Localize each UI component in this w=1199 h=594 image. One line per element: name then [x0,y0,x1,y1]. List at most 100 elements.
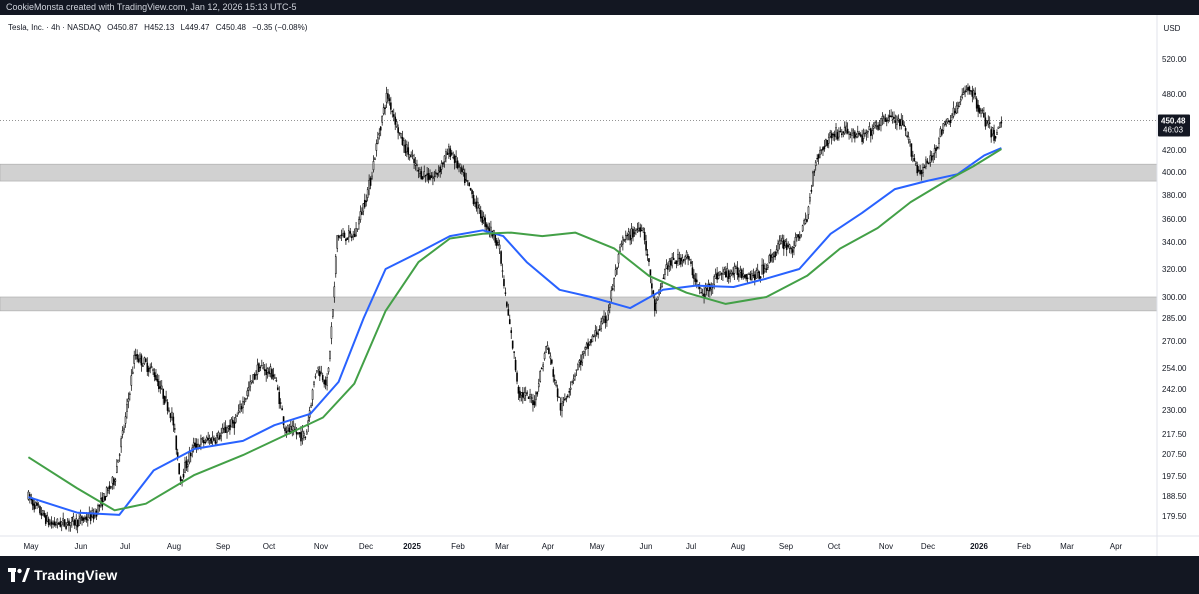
symbol-legend[interactable]: Tesla, Inc. · 4h · NASDAQ O450.87 H452.1… [8,23,308,32]
candle [846,122,849,135]
candle [134,348,137,360]
candle [184,456,186,474]
candle [640,224,643,232]
candle [250,380,253,385]
candle [478,204,481,214]
candle [791,245,794,258]
candle [65,521,67,531]
candle [875,120,878,130]
price-chart[interactable]: 520.00480.00450.00420.00400.00380.00360.… [0,15,1199,556]
candle [101,492,104,511]
candle [871,124,874,140]
candle [432,171,434,186]
candle [638,221,640,233]
tradingview-logo-icon [8,568,30,582]
candle [848,131,850,140]
candle [121,426,124,439]
candle [949,115,952,127]
candle [919,164,921,176]
candle [632,226,634,242]
candle [224,420,227,433]
time-tick-label: Oct [828,542,841,551]
candle [533,395,536,408]
time-scale[interactable]: May Jun Jul Aug Sep Oct Nov Dec 2025 Feb Mar Apr May… [23,542,1122,551]
candle [648,258,650,267]
zone-2 [0,296,1158,312]
candle [664,268,666,280]
price-tick-label: 254.00 [1162,364,1187,373]
candle [397,124,399,140]
candle [980,108,982,118]
candle [810,184,813,194]
candle [578,358,581,368]
time-tick-label: Apr [1110,542,1123,551]
candle [255,370,257,381]
candle [842,131,845,138]
price-scale-background[interactable] [1157,15,1199,556]
candle [163,395,166,405]
time-tick-label: 2025 [403,542,421,551]
candle [630,223,633,245]
price-tick-label: 285.00 [1162,314,1187,323]
candle [34,501,37,510]
candle [726,262,729,283]
candle [113,477,115,490]
candle [59,517,62,528]
candle [946,118,949,124]
candle [772,251,775,263]
candle [498,239,501,255]
candle [812,170,814,187]
candle [603,310,605,324]
candle [716,266,718,283]
candle [585,341,588,350]
candle [464,168,466,186]
candle [371,171,373,180]
candle [564,393,566,401]
candle [323,379,325,388]
candle [961,88,963,100]
candle [669,257,672,271]
candle [210,437,212,445]
candle [427,168,430,184]
candle [610,286,613,304]
candle [207,431,209,444]
candle [513,351,515,359]
candle [746,273,749,284]
candle [830,130,833,145]
candle [785,238,788,257]
candle [823,139,826,152]
candle [343,230,346,238]
candle [682,258,685,264]
candle [780,234,782,245]
candle [820,149,823,155]
candle [558,396,560,399]
tradingview-logo[interactable]: TradingView [8,565,117,585]
candle [859,132,862,138]
candle [453,153,456,170]
candle [877,121,879,131]
candle [711,283,714,295]
candle [291,420,294,437]
candle [229,419,231,435]
candle [930,151,933,163]
candle [213,435,215,442]
candle [530,393,533,404]
candle [568,388,571,399]
candle [98,504,101,512]
candle [259,365,262,372]
candle [819,146,821,159]
candle [597,329,600,339]
candle [688,256,691,261]
last-price-badge [1158,114,1190,137]
candle [227,425,230,432]
candle [272,367,275,381]
candle [87,513,89,527]
candle [878,119,881,131]
candle [561,396,563,418]
candle [337,234,340,241]
candle [230,417,233,428]
candle [627,227,630,241]
candle [932,152,934,164]
candle [843,121,846,136]
